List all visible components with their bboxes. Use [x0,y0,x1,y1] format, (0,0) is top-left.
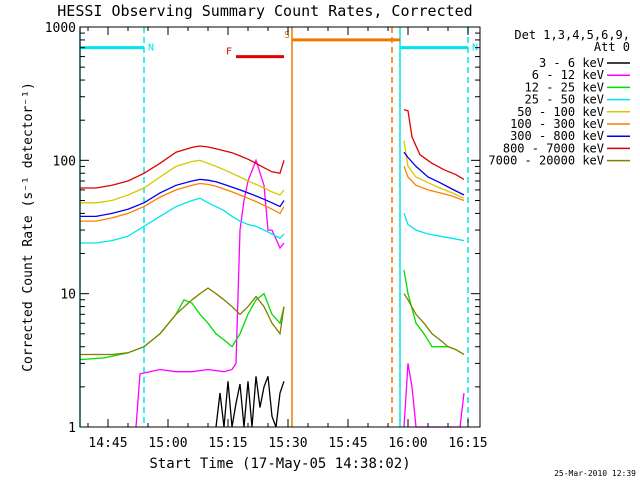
x-tick-label: 15:30 [268,436,307,451]
plot-frame [79,26,481,428]
series-line-4-pre [80,197,285,244]
flag-label-n-1: N [148,43,154,54]
legend-label: 3 - 6 keV [539,56,604,70]
y-tick-label: 10 [60,288,76,303]
x-axis-label: Start Time (17-May-05 14:38:02) [149,456,410,472]
series-line-9-pre [80,287,285,356]
flag-label-f-3: F [226,47,232,58]
legend-header-line-2: Att 0 [594,40,630,54]
series-line-2-post [403,363,465,428]
x-tick-label: 14:45 [88,436,127,451]
series-line-2-pre [135,158,285,428]
series-line-7-pre [80,178,285,218]
flag-label-s-4: S [284,30,290,41]
y-axis: 1 10 100 1000 [45,21,480,436]
series-line-8-post [403,108,465,180]
series-line-6-post [403,166,465,202]
timestamp: 25-Mar-2010 12:39 [554,469,636,478]
legend-label: 7000 - 20000 keV [488,154,604,168]
series-line-7-post [403,151,465,196]
legend-label: 300 - 800 keV [510,129,604,143]
legend-label: 12 - 25 keV [525,80,604,94]
x-tick-label: 15:45 [328,436,367,451]
series-line-6-pre [80,182,285,222]
y-tick-label: 1000 [45,21,76,36]
chart-title: HESSI Observing Summary Count Rates, Cor… [57,2,472,20]
series-line-1-pre [215,376,285,428]
legend-label: 100 - 300 keV [510,117,604,131]
series-line-4-post [403,213,465,242]
y-tick-label: 100 [53,154,76,169]
x-tick-label: 15:15 [208,436,247,451]
plot-area: NNFS [79,27,478,428]
y-axis-label: Corrected Count Rate (s⁻¹ detector⁻¹) [21,82,36,372]
legend-label: 6 - 12 keV [532,68,604,82]
y-tick-label: 1 [68,421,76,436]
series-line-5-pre [80,159,285,204]
legend-label: 50 - 100 keV [517,105,604,119]
series-line-3-pre [79,292,285,361]
series-line-5-post [403,140,465,199]
legend-header-line-1: Det 1,3,4,5,6,9, [514,28,630,42]
series-line-3-post [403,270,465,356]
x-tick-label: 16:15 [448,436,487,451]
legend-label: 25 - 50 keV [525,93,604,107]
x-tick-label: 15:00 [148,436,187,451]
x-tick-label: 16:00 [388,436,427,451]
legend-label: 800 - 7000 keV [503,141,604,155]
series-line-8-pre [80,145,285,189]
x-axis: 14:45 15:00 15:15 15:30 15:45 16:00 16:15 [87,27,488,451]
series-line-9-post [403,293,465,356]
